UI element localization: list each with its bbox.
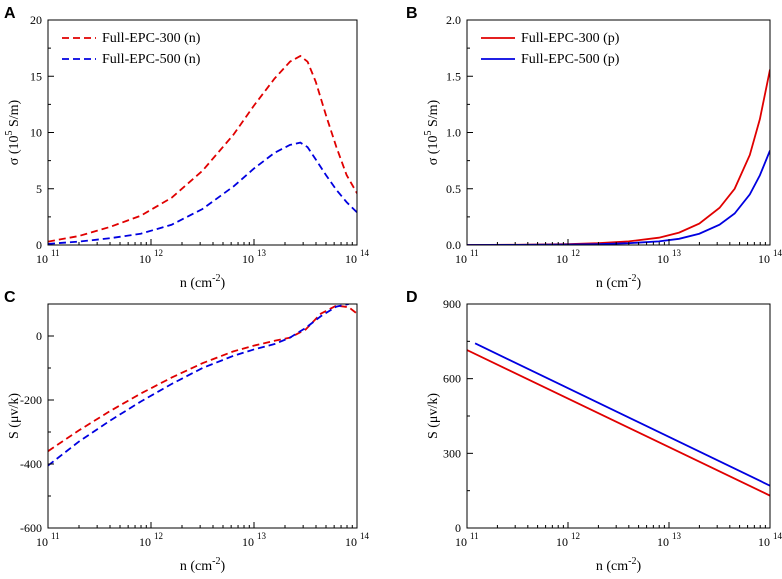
x-tick-label: 10: [345, 252, 357, 266]
x-tick-exponent: 14: [773, 248, 782, 258]
y-tick-label: 300: [443, 446, 461, 460]
legend-label: Full-EPC-500 (n): [102, 52, 201, 67]
y-axis-title: σ (105 S/m): [4, 99, 22, 165]
panel-b: B10 11 10 12 10 13 10 140.00.51.01.52.0n (cm-2)…: [406, 5, 782, 291]
y-tick-label: 5: [36, 182, 42, 196]
y-tick-label: 0: [36, 329, 42, 343]
panel-label: B: [406, 5, 418, 22]
x-tick-label: 10: [758, 535, 770, 549]
x-tick-label: 10: [242, 252, 254, 266]
x-tick-exponent: 11: [51, 248, 60, 258]
y-axis-title: S (μv/k): [426, 393, 441, 439]
plot-frame: [466, 303, 771, 529]
x-axis-title: n (cm-2): [180, 273, 226, 291]
x-tick-label: 10: [36, 252, 48, 266]
y-axis-title: σ (105 S/m): [423, 99, 441, 165]
y-tick-label: 1.0: [446, 126, 461, 140]
plot-frame: [47, 303, 358, 529]
x-axis-title: n (cm-2): [596, 273, 642, 291]
legend-label: Full-EPC-500 (p): [521, 52, 620, 67]
y-tick-label: -600: [20, 521, 42, 535]
x-axis-title: n (cm-2): [596, 556, 642, 574]
x-tick-exponent: 11: [51, 531, 60, 541]
series-line: [467, 150, 770, 245]
y-tick-label: -200: [20, 393, 42, 407]
series-line: [48, 304, 357, 452]
x-tick-exponent: 11: [470, 248, 479, 258]
x-tick-exponent: 11: [470, 531, 479, 541]
x-tick-exponent: 12: [154, 248, 163, 258]
x-tick-label: 10: [455, 535, 467, 549]
x-tick-exponent: 12: [571, 248, 580, 258]
x-tick-exponent: 14: [360, 531, 370, 541]
y-axis-title: S (μv/k): [7, 393, 22, 439]
series-line: [48, 304, 349, 467]
series-line: [48, 141, 357, 245]
x-tick-label: 10: [36, 535, 48, 549]
y-tick-label: 15: [30, 69, 42, 83]
x-tick-exponent: 14: [360, 248, 370, 258]
x-tick-label: 10: [455, 252, 467, 266]
x-tick-exponent: 12: [154, 531, 163, 541]
y-tick-label: 600: [443, 372, 461, 386]
x-tick-label: 10: [345, 535, 357, 549]
legend-label: Full-EPC-300 (p): [521, 31, 620, 46]
x-tick-label: 10: [657, 535, 669, 549]
y-tick-label: 0.0: [446, 238, 461, 252]
y-tick-label: 0.5: [446, 182, 461, 196]
x-tick-exponent: 13: [257, 248, 267, 258]
y-tick-label: -400: [20, 457, 42, 471]
x-tick-exponent: 14: [773, 531, 782, 541]
x-tick-label: 10: [657, 252, 669, 266]
x-tick-label: 10: [242, 535, 254, 549]
x-axis-title: n (cm-2): [180, 556, 226, 574]
y-tick-label: 900: [443, 297, 461, 311]
series-line: [467, 349, 770, 497]
x-tick-exponent: 13: [672, 531, 682, 541]
panel-label: D: [406, 289, 418, 306]
panel-label: A: [4, 5, 16, 22]
y-tick-label: 0: [455, 521, 461, 535]
plot-frame: [47, 19, 358, 246]
x-tick-label: 10: [556, 535, 568, 549]
panel-label: C: [4, 289, 16, 306]
series-line: [467, 69, 770, 245]
x-tick-exponent: 13: [257, 531, 267, 541]
x-tick-label: 10: [758, 252, 770, 266]
x-tick-exponent: 13: [672, 248, 682, 258]
y-tick-label: 2.0: [446, 13, 461, 27]
y-tick-label: 1.5: [446, 69, 461, 83]
y-tick-label: 0: [36, 238, 42, 252]
series-line: [48, 54, 357, 243]
legend-label: Full-EPC-300 (n): [102, 31, 201, 46]
y-tick-label: 20: [30, 13, 42, 27]
y-tick-label: 10: [30, 126, 42, 140]
x-tick-label: 10: [556, 252, 568, 266]
x-tick-label: 10: [139, 535, 151, 549]
x-tick-label: 10: [139, 252, 151, 266]
x-tick-exponent: 12: [571, 531, 580, 541]
series-line: [474, 342, 770, 487]
